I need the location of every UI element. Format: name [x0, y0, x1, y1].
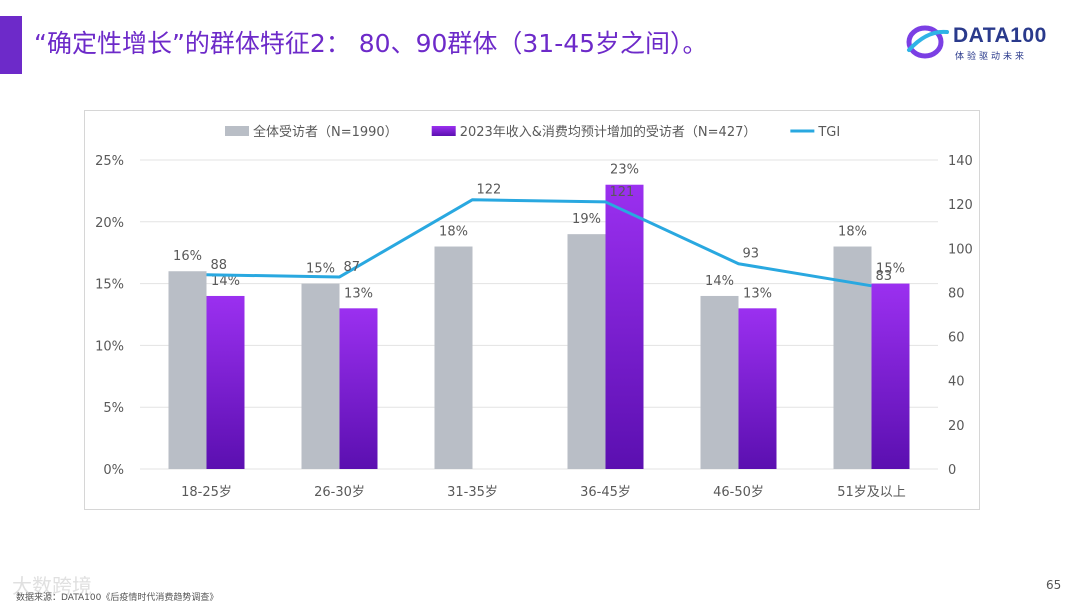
tgi-line — [206, 198, 872, 288]
y-left-tick-label: 5% — [103, 401, 124, 416]
y-left-tick-label: 25% — [95, 154, 124, 169]
data-source-note: 数据来源：DATA100《后疫情时代消费趋势调查》 — [16, 593, 219, 603]
bar-all-respondents — [168, 271, 207, 469]
tgi-data-label: 88 — [211, 258, 228, 273]
legend-swatch — [431, 126, 456, 136]
tgi-data-label: 122 — [477, 183, 502, 198]
legend-label: TGI — [817, 125, 840, 140]
x-tick-label: 46-50岁 — [713, 485, 764, 500]
bar-all-data-label: 19% — [572, 212, 601, 227]
bar-target-respondents — [605, 184, 644, 469]
x-tick-label: 18-25岁 — [181, 485, 232, 500]
bar-target-data-label: 15% — [876, 262, 905, 277]
title-accent-bar — [0, 16, 22, 74]
bar-all-respondents — [567, 234, 606, 469]
combo-chart: 0% 5% 10% 15% 20% 25% 0 20 40 60 80 100 120 140 16% 14%… — [95, 124, 973, 500]
bar-all-data-label: 18% — [439, 225, 468, 240]
x-tick-label: 31-35岁 — [447, 485, 498, 500]
legend-label: 全体受访者（N=1990） — [253, 124, 398, 140]
bar-all-respondents — [700, 295, 739, 469]
bar-target-data-label: 14% — [211, 274, 240, 289]
y-right-tick-label: 120 — [948, 198, 973, 213]
page-number: 65 — [1046, 578, 1062, 592]
y-left-tick-label: 15% — [95, 278, 124, 293]
y-right-tick-label: 80 — [948, 286, 965, 301]
legend-swatch — [225, 126, 249, 136]
bar-all-data-label: 18% — [838, 225, 867, 240]
y-right-tick-label: 40 — [948, 375, 965, 390]
data100-logo-icon — [906, 25, 949, 59]
page-title: “确定性增长”的群体特征2： 80、90群体（31-45岁之间）。 — [34, 29, 708, 58]
brand-logo: DATA100 体验驱动未来 — [905, 22, 1055, 68]
y-right-tick-label: 140 — [948, 154, 973, 169]
watermark: 大数跨境 — [12, 574, 92, 598]
bar-target-data-label: 13% — [344, 286, 373, 301]
bar-target-respondents — [206, 295, 245, 469]
tgi-data-label: 121 — [610, 185, 635, 200]
tgi-data-label: 87 — [344, 260, 361, 275]
y-left-tick-label: 10% — [95, 339, 124, 354]
y-right-tick-label: 100 — [948, 242, 973, 257]
bar-all-data-label: 14% — [705, 274, 734, 289]
bar-all-data-label: 16% — [173, 249, 202, 264]
y-right-tick-label: 0 — [948, 463, 956, 478]
y-left-tick-label: 20% — [95, 216, 124, 231]
bar-all-respondents — [301, 283, 340, 469]
tgi-data-label: 93 — [743, 247, 760, 262]
logo-name: DATA100 — [953, 24, 1047, 47]
y-left-tick-label: 0% — [103, 463, 124, 478]
bar-all-data-label: 15% — [306, 262, 335, 277]
y-right-tick-label: 60 — [948, 331, 965, 346]
bar-target-respondents — [871, 283, 910, 469]
bar-target-data-label: 13% — [743, 286, 772, 301]
bar-target-data-label: 23% — [610, 163, 639, 178]
tgi-data-label: 83 — [876, 269, 893, 284]
bar-target-respondents — [339, 308, 378, 469]
bar-all-respondents — [434, 246, 473, 469]
legend-label: 2023年收入&消费均预计增加的受访者（N=427） — [460, 124, 757, 140]
y-right-tick-label: 20 — [948, 419, 965, 434]
logo-tagline: 体验驱动未来 — [955, 52, 1028, 62]
x-tick-label: 36-45岁 — [580, 485, 631, 500]
chart-frame: 0% 5% 10% 15% 20% 25% 0 20 40 60 80 100 120 140 16% 14%… — [84, 110, 980, 510]
bar-target-respondents — [738, 308, 777, 469]
x-tick-label: 51岁及以上 — [837, 485, 906, 500]
x-tick-label: 26-30岁 — [314, 485, 365, 500]
